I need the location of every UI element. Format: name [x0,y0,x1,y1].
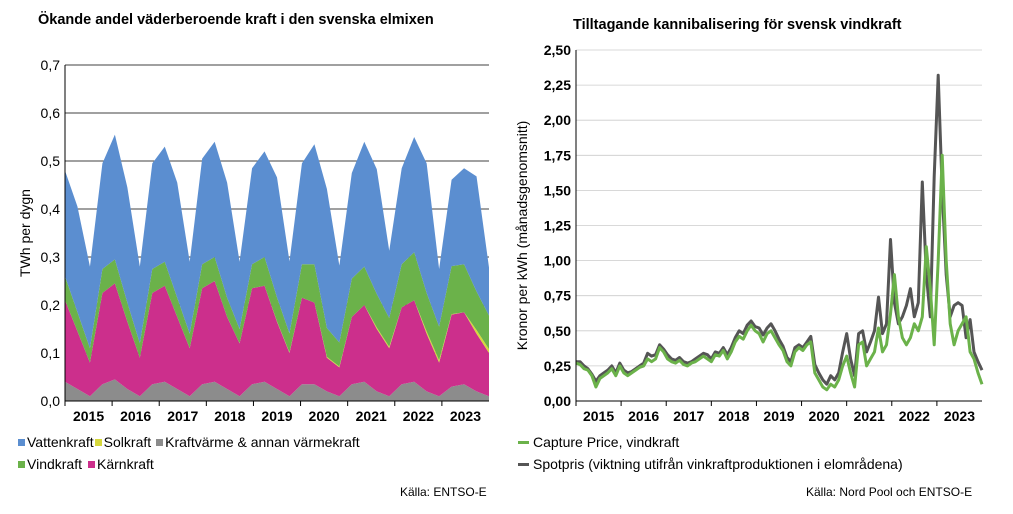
line-spotpris [576,73,984,386]
x-tick-label: 2020 [809,408,840,424]
right-legend-row-1: Capture Price, vindkraft [518,434,679,450]
legend-label-karnkraft: Kärnkraft [97,456,154,472]
y-tick-label: 0,1 [41,345,61,361]
right-chart: 0,00 0,25 0,50 0,75 1,00 1,25 1,50 1,75 2,00 2,25… [514,42,984,424]
x-tick-label: 2015 [583,408,614,424]
legend-swatch-capture-price [518,440,529,444]
y-tick-label: 1,00 [544,253,571,269]
legend-swatch-kraftvarme [156,438,164,446]
x-tick-label: 2016 [628,408,659,424]
y-tick-label: 1,25 [544,218,571,234]
legend-swatch-vindkraft [18,460,25,468]
right-source: Källa: Nord Pool och ENTSO-E [806,485,973,499]
x-tick-label: 2018 [718,408,749,424]
y-tick-label: 0,75 [544,288,571,304]
x-tick-label: 2019 [763,408,794,424]
x-tick-label: 2017 [167,408,198,424]
legend-label-solkraft: Solkraft [103,434,152,450]
y-tick-label: 0,5 [41,153,61,169]
x-tick-label: 2019 [261,408,292,424]
x-tick-label: 2015 [73,408,104,424]
y-axis-label: TWh per dygn [17,189,33,277]
y-tick-label: 0,00 [544,393,571,409]
y-tick-label: 1,50 [544,182,571,198]
y-axis-label: Kronor per kWh (månadsgenomsnitt) [514,121,530,351]
legend-label-kraftvarme: Kraftvärme & annan värmekraft [165,434,360,450]
left-legend-row-1: Vattenkraft Solkraft Kraftvärme & annan … [18,434,360,450]
area-kraftv-rme-annan-v-rmekraft [65,379,489,401]
line-capture [575,153,984,392]
y-tick-label: 2,00 [544,112,571,128]
x-tick-label: 2021 [356,408,387,424]
right-chart-title: Tilltagande kannibalisering för svensk v… [573,17,902,33]
right-legend-row-2: Spotpris (viktning utifrån vinkraftprodu… [518,456,903,472]
x-tick-label: 2016 [120,408,151,424]
y-tick-label: 0,25 [544,358,571,374]
legend-label-capture-price: Capture Price, vindkraft [533,434,680,450]
y-tick-label: 2,50 [544,42,571,58]
area-vindkraft [65,252,489,367]
y-tick-label: 0,7 [41,57,61,73]
y-tick-label: 1,75 [544,147,571,163]
y-tick-label: 0,0 [41,393,61,409]
left-source: Källa: ENTSO-E [400,485,487,499]
x-tick-label: 2021 [854,408,885,424]
area-k-rnkraft [65,281,489,397]
x-tick-label: 2017 [673,408,704,424]
left-chart: 0,0 0,1 0,2 0,3 0,4 0,5 0,6 0,7 2015 2016 2017 2018… [17,57,489,424]
y-tick-label: 0,6 [41,105,61,121]
y-tick-label: 0,3 [41,249,61,265]
y-tick-label: 0,2 [41,297,61,313]
x-tick-label: 2022 [899,408,930,424]
x-tick-label: 2018 [214,408,245,424]
y-tick-label: 0,4 [41,201,61,217]
legend-label-vattenkraft: Vattenkraft [27,434,94,450]
legend-swatch-karnkraft [88,460,95,468]
x-tick-label: 2020 [309,408,340,424]
left-chart-title: Ökande andel väderberoende kraft i den s… [38,12,434,28]
legend-swatch-spotpris [518,462,529,466]
area-vattenkraft [65,134,489,349]
legend-label-spotpris: Spotpris (viktning utifrån vinkraftprodu… [533,456,903,472]
y-tick-label: 2,25 [544,77,571,93]
legend-label-vindkraft: Vindkraft [27,456,82,472]
left-legend-row-2: Vindkraft Kärnkraft [18,456,154,472]
x-tick-label: 2023 [944,408,975,424]
x-tick-label: 2022 [403,408,434,424]
x-tick-label: 2023 [450,408,481,424]
legend-swatch-solkraft [94,438,102,446]
y-tick-label: 0,50 [544,323,571,339]
legend-swatch-vattenkraft [18,438,25,446]
